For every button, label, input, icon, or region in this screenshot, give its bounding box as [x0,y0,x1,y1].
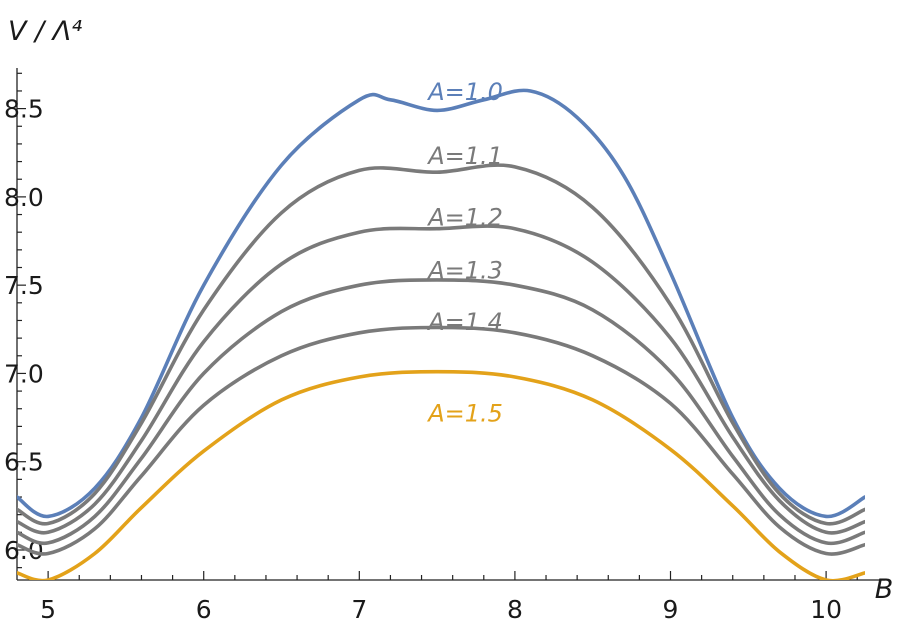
series-line-a-1-0 [17,88,865,519]
curve-label: A=1.4 [426,308,503,336]
x-tick-label: 8 [507,595,523,624]
x-tick-label: 5 [40,595,56,624]
series-line-a-1-3 [17,278,865,546]
curve-label: A=1.2 [426,204,503,232]
y-axis-label: V / Λ⁴ [8,16,82,47]
series-line-a-1-2 [17,224,865,535]
axes: 5 6 7 8 9 10 6.0 6.5 7.0 7.5 8.0 8.5 [4,68,885,624]
x-tick-label: 9 [663,595,679,624]
series-line-a-1-4 [17,325,865,556]
x-tick-label: 10 [810,595,842,624]
x-axis-label: B [875,574,894,605]
curve-label: A=1.0 [426,78,503,106]
x-tick-label: 7 [351,595,367,624]
series-layer [17,88,865,580]
curve-label: A=1.3 [426,257,503,285]
y-tick-label: 7.5 [4,271,44,300]
y-tick-label: 6.5 [4,448,44,477]
y-tick-label: 8.5 [4,95,44,124]
curve-label: A=1.5 [426,400,503,428]
x-tick-label: 6 [196,595,212,624]
curve-labels: A=1.0 A=1.1 A=1.2 A=1.3 A=1.4 A=1.5 [426,78,503,427]
curve-label: A=1.1 [426,142,503,170]
y-tick-label: 6.0 [4,536,44,565]
series-line-a-1-5 [17,369,865,580]
series-line-a-1-1 [17,163,865,526]
y-tick-label: 8.0 [4,183,44,212]
y-tick-label: 7.0 [4,359,44,388]
